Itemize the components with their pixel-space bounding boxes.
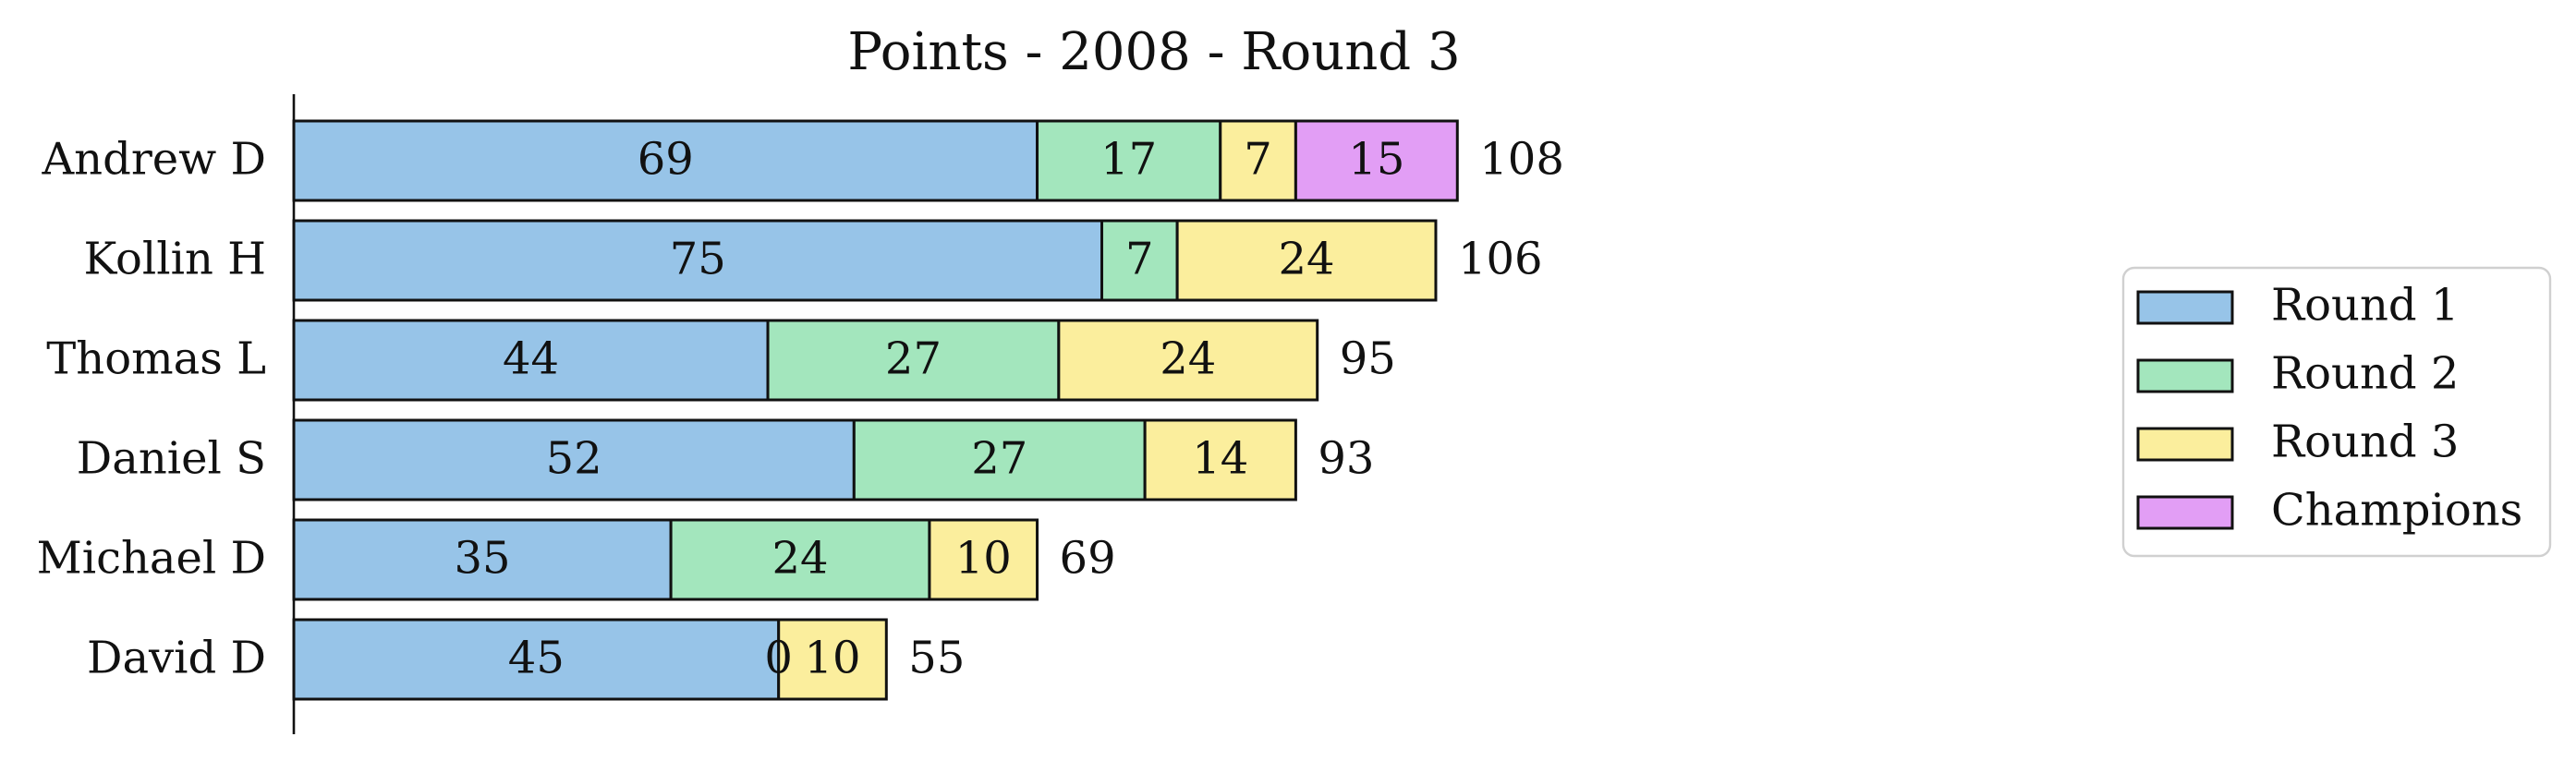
category-label-michael-d: Michael D — [37, 533, 266, 585]
value-label-andrew-d-round-3: 7 — [1244, 134, 1272, 186]
bar-andrew-d-round-2 — [1036, 119, 1222, 202]
legend-swatch-champions — [2136, 495, 2234, 530]
category-label-david-d: David D — [87, 633, 266, 684]
bar-kollin-h-round-1 — [292, 219, 1103, 302]
value-label-andrew-d-champions: 15 — [1348, 134, 1404, 186]
total-label-david-d: 55 — [908, 633, 965, 684]
bar-andrew-d-round-1 — [292, 119, 1039, 202]
value-label-thomas-l-round-1: 44 — [503, 333, 559, 385]
total-label-daniel-s: 93 — [1318, 433, 1374, 485]
total-label-andrew-d: 108 — [1479, 134, 1564, 186]
value-label-david-d-round-3: 10 — [804, 633, 860, 684]
value-label-kollin-h-round-2: 7 — [1125, 234, 1154, 285]
category-label-kollin-h: Kollin H — [83, 234, 266, 285]
legend-swatch-round-3 — [2136, 427, 2234, 462]
total-label-michael-d: 69 — [1060, 533, 1116, 585]
value-label-andrew-d-round-2: 17 — [1100, 134, 1157, 186]
bar-daniel-s-round-3 — [1143, 418, 1297, 501]
value-label-david-d-round-2: 0 — [764, 633, 793, 684]
legend-frame — [2121, 266, 2552, 558]
value-label-kollin-h-round-3: 24 — [1279, 234, 1335, 285]
category-label-thomas-l: Thomas L — [46, 333, 266, 385]
value-label-david-d-round-1: 45 — [508, 633, 565, 684]
legend-label-champions: Champions — [2271, 485, 2522, 537]
legend-swatch-round-2 — [2136, 358, 2234, 393]
category-label-daniel-s: Daniel S — [77, 433, 266, 485]
bar-michael-d-round-1 — [292, 518, 673, 601]
category-labels: Andrew D Kollin H Thomas L Daniel S Michael … — [37, 134, 266, 684]
chart-title: Points - 2008 - Round 3 — [847, 22, 1460, 82]
value-label-andrew-d-round-1: 69 — [638, 134, 694, 186]
bar-thomas-l-round-3 — [1057, 319, 1319, 402]
value-label-thomas-l-round-3: 24 — [1160, 333, 1216, 385]
bar-kollin-h-round-2 — [1100, 219, 1179, 302]
bar-thomas-l-round-2 — [766, 319, 1061, 402]
value-label-michael-d-round-2: 24 — [772, 533, 828, 585]
value-label-michael-d-round-3: 10 — [955, 533, 1012, 585]
value-label-kollin-h-round-1: 75 — [670, 234, 726, 285]
category-label-andrew-d: Andrew D — [42, 134, 266, 186]
bar-daniel-s-round-2 — [852, 418, 1147, 501]
legend-label-round-1: Round 1 — [2271, 280, 2459, 332]
legend-label-round-3: Round 3 — [2271, 417, 2459, 468]
value-label-michael-d-round-1: 35 — [455, 533, 511, 585]
total-label-thomas-l: 95 — [1340, 333, 1396, 385]
value-label-daniel-s-round-2: 27 — [971, 433, 1027, 485]
bar-andrew-d-round-3 — [1219, 119, 1297, 202]
bar-david-d-round-3 — [777, 618, 888, 701]
legend-swatch-round-1 — [2136, 290, 2234, 325]
legend: Round 1 Round 2 Round 3 Champions — [2121, 266, 2552, 558]
value-label-daniel-s-round-1: 52 — [546, 433, 602, 485]
bar-kollin-h-round-3 — [1175, 219, 1438, 302]
value-label-daniel-s-round-3: 14 — [1192, 433, 1248, 485]
bar-andrew-d-champions — [1294, 119, 1459, 202]
total-label-kollin-h: 106 — [1458, 234, 1543, 285]
legend-label-round-2: Round 2 — [2271, 348, 2459, 400]
bar-michael-d-round-3 — [928, 518, 1039, 601]
value-label-thomas-l-round-2: 27 — [885, 333, 942, 385]
